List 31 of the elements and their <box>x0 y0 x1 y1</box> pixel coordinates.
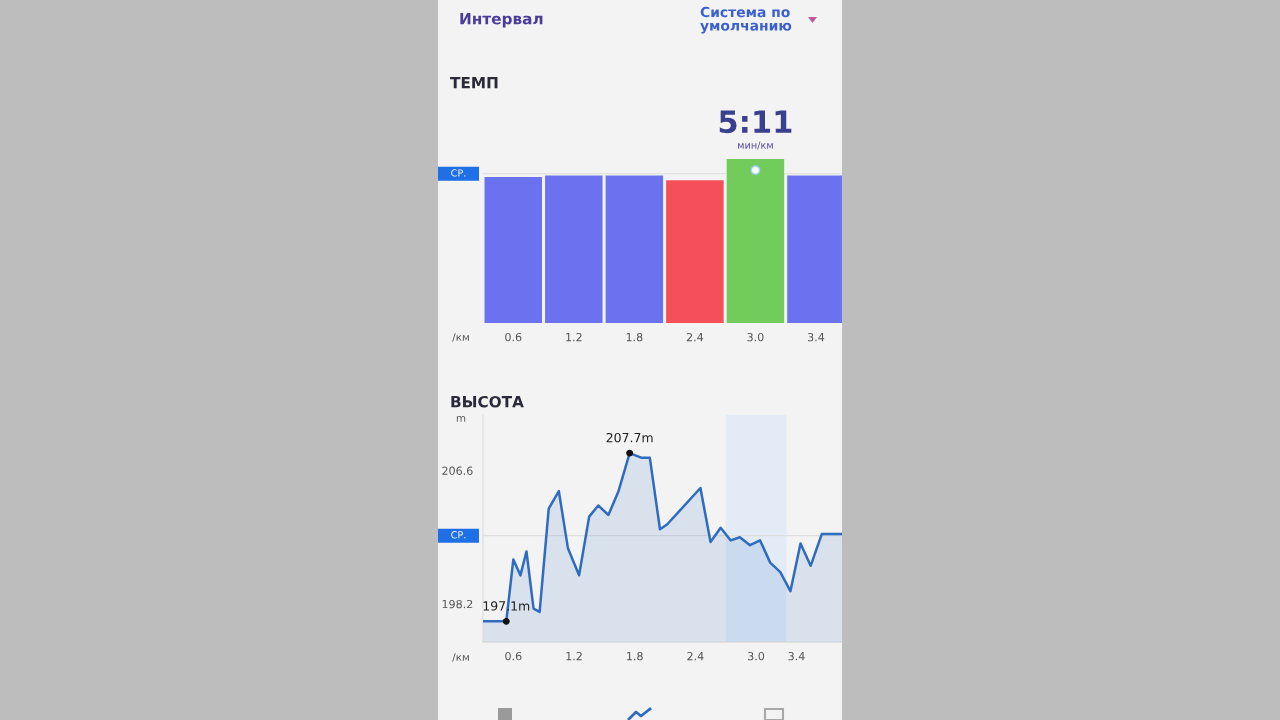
bar <box>666 180 724 323</box>
text: Система по умолчанию <box>700 6 792 34</box>
ref-line-label: СР. <box>451 169 466 177</box>
annotation: мин/км <box>738 141 773 150</box>
bar <box>726 159 785 323</box>
x-tick-label: 2.4 <box>686 332 704 342</box>
annotation: 207.7m <box>606 432 653 443</box>
y-axis-title: m <box>456 416 466 422</box>
bar <box>605 175 664 323</box>
x-tick-label: 3.4 <box>788 651 805 661</box>
x-tick-label: 1.2 <box>566 332 582 342</box>
x-tick-label: 1.2 <box>566 651 582 661</box>
x-tick-label: 0.6 <box>505 332 522 342</box>
x-tick-label: 1.8 <box>627 651 643 661</box>
chart-title: ТЕМП <box>450 77 498 89</box>
bar <box>545 175 603 323</box>
bar <box>484 177 543 323</box>
x-axis-title: /км <box>452 653 469 662</box>
x-tick-label: 1.8 <box>626 332 643 342</box>
x-tick-label: 3.0 <box>748 651 765 661</box>
x-tick-label: 0.6 <box>505 651 522 661</box>
y-tick-label: 206.6 <box>442 466 473 475</box>
x-tick-label: 2.4 <box>687 651 704 661</box>
x-axis-title: /км <box>452 333 469 342</box>
annotation: 5:11 <box>719 110 792 134</box>
text: Интервал <box>460 13 543 28</box>
x-tick-label: 3.4 <box>807 332 825 342</box>
y-tick-label: 198.2 <box>442 599 473 609</box>
x-tick-label: 3.0 <box>747 332 764 342</box>
chart-title: ВЫСОТА <box>451 395 524 408</box>
ref-line-label: СР. <box>451 531 466 539</box>
